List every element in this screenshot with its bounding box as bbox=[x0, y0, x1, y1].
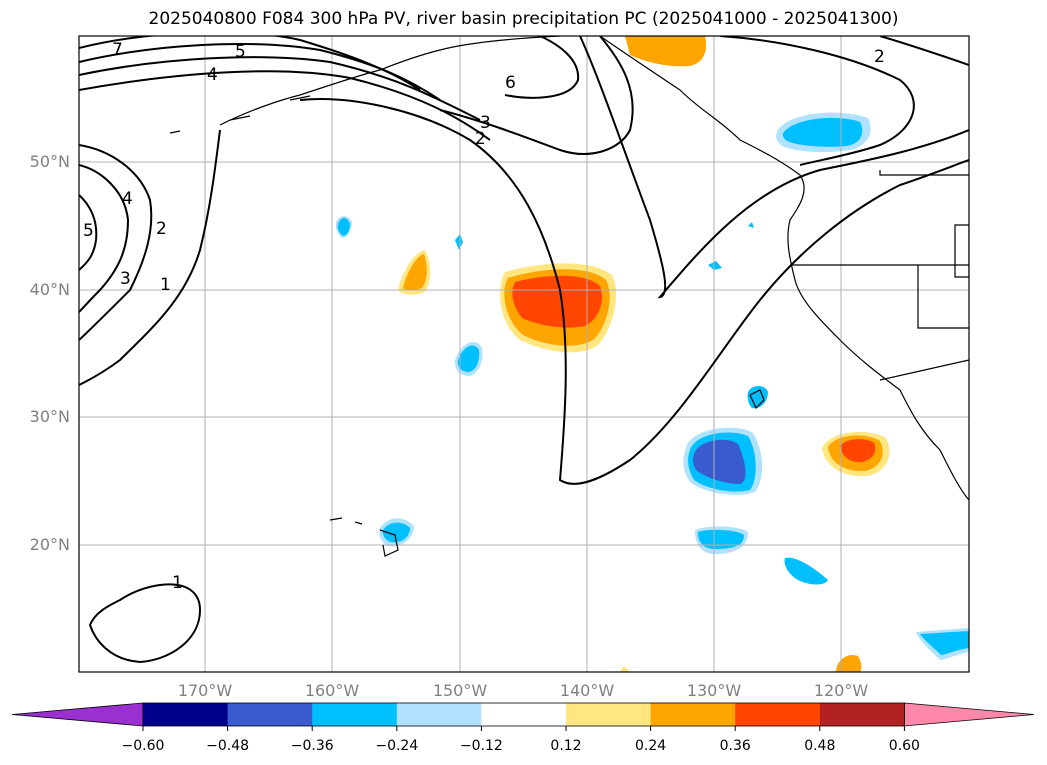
lon-label: 130°W bbox=[686, 681, 742, 700]
colorbar-border bbox=[142, 702, 905, 727]
precip-shading bbox=[335, 36, 969, 672]
lat-label: 50°N bbox=[29, 152, 70, 171]
lon-label: 170°W bbox=[177, 681, 233, 700]
contour-label: 5 bbox=[83, 221, 94, 241]
contour-label: 1 bbox=[172, 573, 183, 593]
colorbar-tick-label: 0.12 bbox=[550, 738, 582, 754]
colorbar-tick-label: −0.24 bbox=[375, 738, 419, 754]
gridlines bbox=[79, 36, 969, 672]
lat-label: 20°N bbox=[29, 535, 70, 554]
colorbar-extend-high bbox=[904, 702, 1035, 727]
colorbar-segment bbox=[819, 703, 905, 726]
contour-label: 7 bbox=[112, 40, 123, 60]
contour-label: 4 bbox=[207, 65, 218, 85]
colorbar-tick-label: 0.48 bbox=[804, 738, 836, 754]
lat-label: 40°N bbox=[29, 280, 70, 299]
colorbar-segment bbox=[650, 703, 736, 726]
colorbar-segment bbox=[227, 703, 313, 726]
colorbar-extend-low bbox=[11, 702, 144, 727]
contour-label: 3 bbox=[480, 113, 491, 133]
colorbar-tick-label: 0.36 bbox=[719, 738, 751, 754]
contour-label: 6 bbox=[505, 73, 516, 93]
colorbar-tick-label: 0.24 bbox=[635, 738, 667, 754]
lon-label: 140°W bbox=[559, 681, 615, 700]
colorbar-segment bbox=[312, 703, 398, 726]
contour-label: 2 bbox=[475, 129, 486, 149]
map-area bbox=[79, 36, 969, 672]
lat-label: 30°N bbox=[29, 407, 70, 426]
contour-label: 3 bbox=[120, 269, 131, 289]
lon-label: 160°W bbox=[304, 681, 360, 700]
contour-label: 2 bbox=[874, 47, 885, 67]
contour-labels: 7 5 4 6 3 2 2 4 5 2 3 1 1 bbox=[83, 40, 885, 593]
lon-label: 150°W bbox=[432, 681, 488, 700]
colorbar-segment bbox=[143, 703, 229, 726]
colorbar-tick-label: 0.60 bbox=[888, 738, 920, 754]
coastlines bbox=[169, 36, 969, 557]
colorbar-tick-label: −0.60 bbox=[121, 738, 165, 754]
colorbar-tick-label: −0.12 bbox=[459, 738, 503, 754]
colorbar-tick-label: −0.48 bbox=[206, 738, 250, 754]
contour-label: 2 bbox=[156, 219, 167, 239]
contour-label: 1 bbox=[160, 275, 171, 295]
colorbar-segment bbox=[396, 703, 482, 726]
lon-label: 120°W bbox=[813, 681, 869, 700]
contour-label: 5 bbox=[235, 42, 246, 62]
colorbar bbox=[11, 702, 1035, 731]
colorbar-segment bbox=[735, 703, 821, 726]
contour-label: 4 bbox=[122, 189, 133, 209]
colorbar-segment bbox=[566, 703, 652, 726]
map-title: 2025040800 F084 300 hPa PV, river basin … bbox=[148, 9, 899, 29]
colorbar-tick-label: −0.36 bbox=[290, 738, 334, 754]
colorbar-segment bbox=[481, 703, 567, 726]
pv-contours bbox=[79, 36, 969, 664]
map-frame bbox=[78, 35, 970, 673]
